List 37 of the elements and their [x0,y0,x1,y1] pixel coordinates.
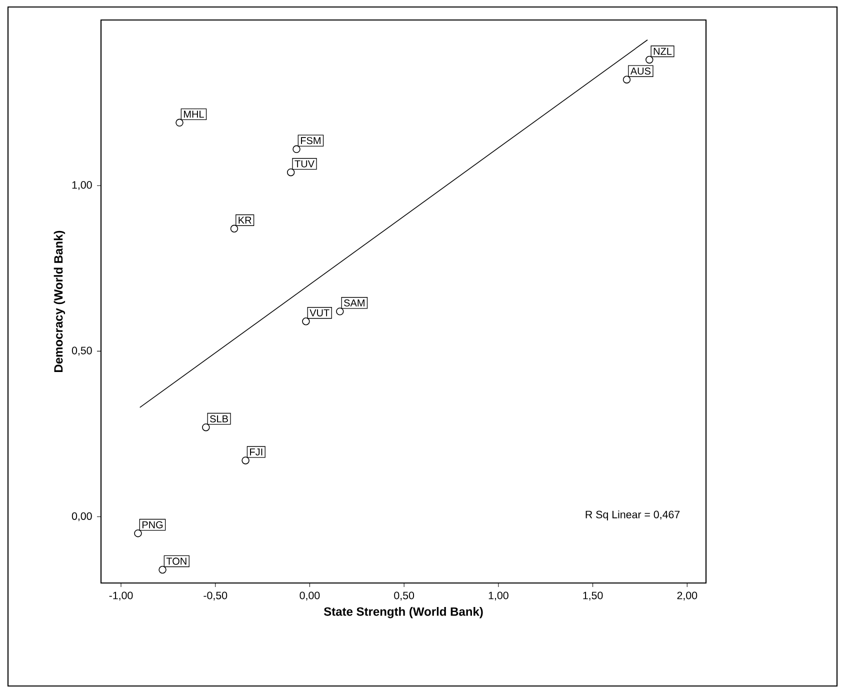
point [202,423,210,432]
annotation: FSM [300,137,320,144]
annotation: AUS [630,68,651,75]
annotation: PNG [142,521,163,528]
annotation: SAM [344,299,364,306]
point [302,318,310,326]
y-tick-label: 0,50 [72,346,92,356]
point [646,56,654,64]
x-axis-title: State Strength (World Bank) [324,607,483,618]
x-tick-label: 1,50 [583,592,603,601]
x-tick-label: -1,00 [109,592,133,601]
annotation: R Sq Linear = 0,467 [586,510,680,520]
point [134,529,142,538]
annotation: TON [166,558,186,565]
x-tick-label: -0,50 [204,592,228,601]
point [242,456,250,464]
point [230,224,238,233]
point [286,168,295,176]
point [176,118,184,127]
annotation: VUT [310,309,330,316]
point [336,308,344,316]
y-tick-label: 1,00 [72,181,92,190]
annotation: NZL [654,48,672,55]
point [158,566,166,574]
y-axis-title: Democracy (World Bank) [54,230,66,372]
y-tick-label: 0,00 [72,512,92,522]
annotation: MHL [184,110,204,118]
annotation: FJI [250,448,262,456]
x-tick-label: 2,00 [677,592,698,601]
annotation: TUV [294,160,314,168]
point [292,145,300,154]
annotation: KR [238,216,252,224]
point [622,76,631,84]
x-tick-label: 0,50 [394,592,414,601]
x-tick-label: 0,00 [300,592,320,601]
x-tick-label: 1,00 [488,592,508,601]
annotation: SLB [210,415,228,422]
